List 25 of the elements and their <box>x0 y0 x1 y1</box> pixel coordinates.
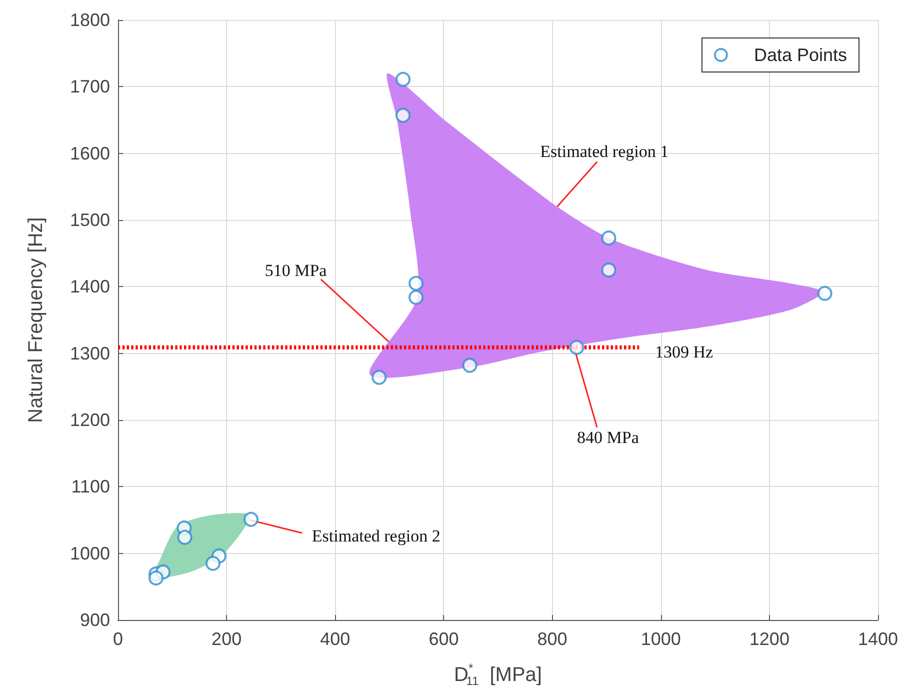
y-tick-label: 1500 <box>70 210 110 230</box>
x-tick-label: 400 <box>320 629 350 649</box>
x-tick-label: 200 <box>212 629 242 649</box>
y-tick-label: 1600 <box>70 143 110 164</box>
annotation: Estimated region 2 <box>312 526 440 546</box>
x-tick-label: 1400 <box>858 629 898 649</box>
y-tick-label: 1100 <box>71 476 110 497</box>
y-tick-label: 1000 <box>70 543 110 564</box>
x-tick-label: 1000 <box>640 629 681 649</box>
x-tick-label: 1200 <box>749 629 790 649</box>
annotation: Estimated region 1 <box>540 142 669 162</box>
y-tick-label: 1300 <box>70 343 110 364</box>
annotation: 510 MPa <box>264 260 328 280</box>
y-tick-label: 900 <box>80 610 110 630</box>
y-axis-title: Natural Frequency [Hz] <box>25 217 47 423</box>
y-tick-label: 1400 <box>70 276 110 297</box>
x-tick-label: 0 <box>112 629 124 649</box>
y-tick-label: 1800 <box>70 10 110 30</box>
legend-label: Data Points <box>754 45 848 65</box>
y-tick-label: 1700 <box>70 76 110 97</box>
annotation: 840 MPa <box>577 428 640 447</box>
annotation: 1309 Hz <box>655 342 714 362</box>
x-tick-label: 800 <box>537 629 568 649</box>
y-tick-label: 1200 <box>70 410 110 430</box>
x-tick-label: 600 <box>428 629 459 649</box>
